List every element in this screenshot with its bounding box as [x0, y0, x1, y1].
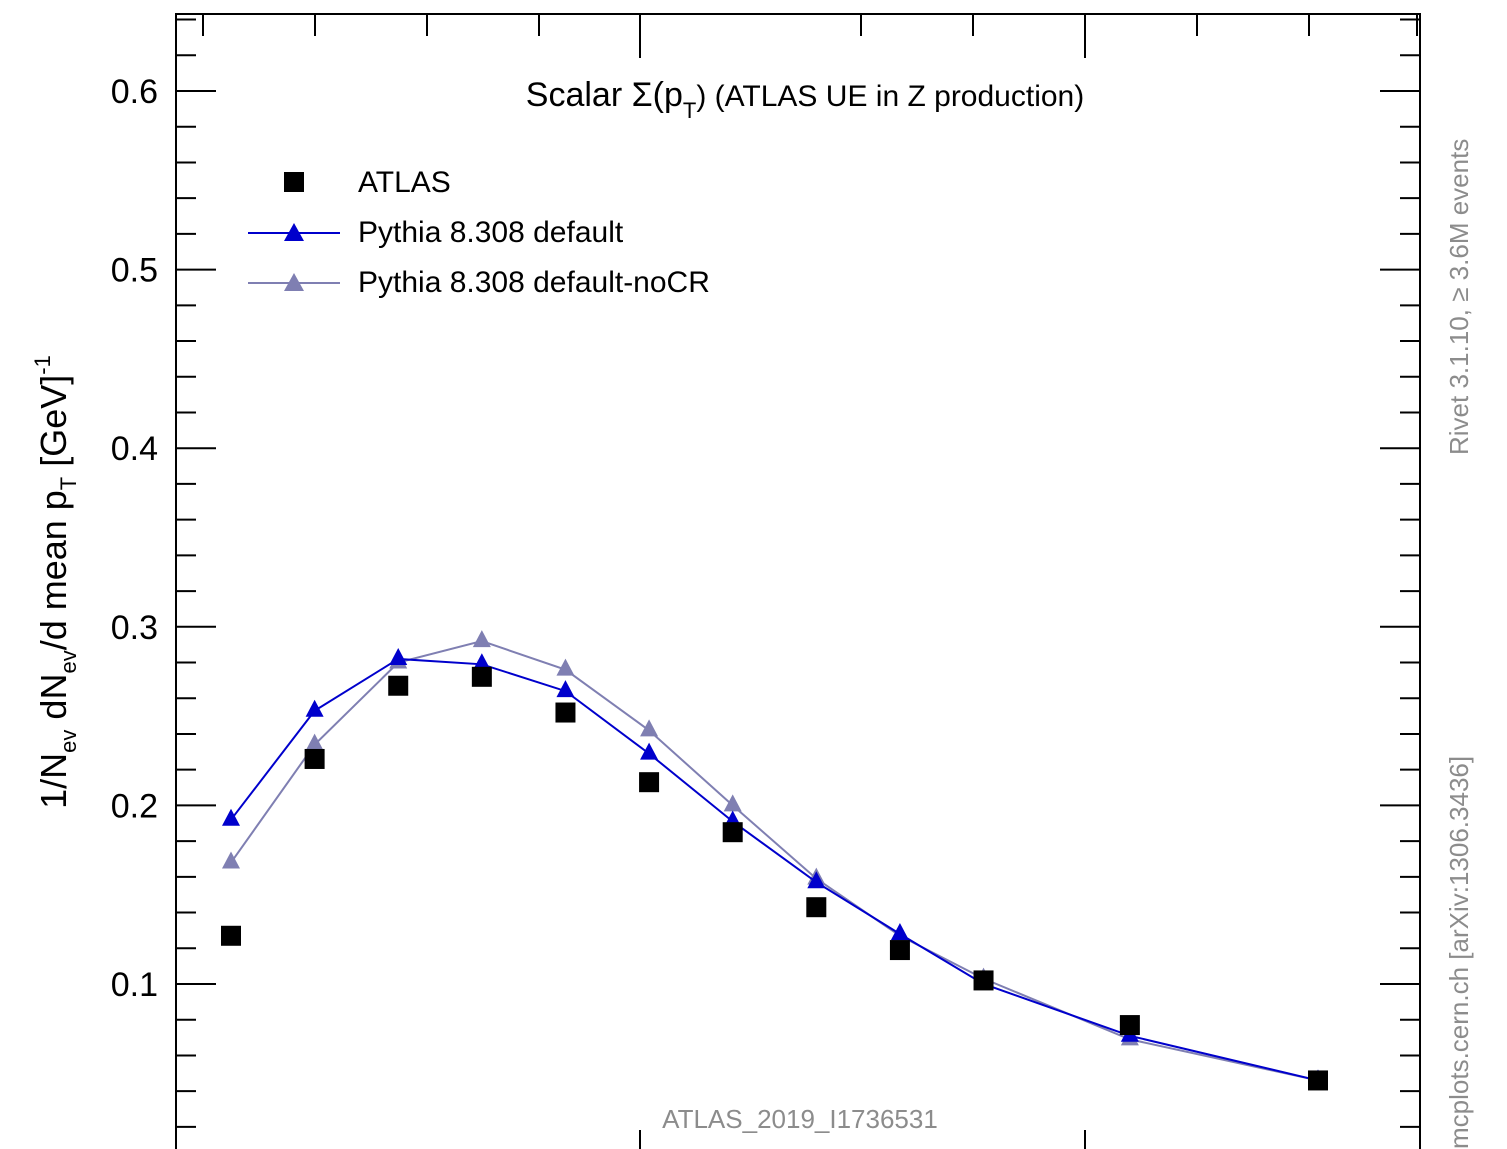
legend-label-default: Pythia 8.308 default	[358, 216, 624, 249]
data-point	[472, 653, 491, 671]
axis-ticks	[176, 14, 1420, 1149]
data-point	[556, 680, 575, 698]
legend-marker-atlas	[284, 172, 304, 192]
ylabel-p1: 1/N	[33, 753, 74, 809]
mcplots-label: mcplots.cern.ch [arXiv:1306.3436]	[1444, 756, 1474, 1149]
data-point	[388, 675, 409, 696]
data-point	[472, 630, 491, 648]
data-point	[304, 748, 325, 769]
data-point	[722, 822, 743, 843]
data-point	[1308, 1070, 1328, 1091]
legend-marker-default	[284, 223, 304, 241]
analysis-label: ATLAS_2019_I1736531	[662, 1104, 938, 1134]
data-point	[807, 871, 826, 889]
data-point	[555, 702, 576, 723]
legend-label-nocr: Pythia 8.308 default-noCR	[358, 266, 710, 299]
title-subscript: T	[683, 98, 696, 123]
data-point	[471, 666, 492, 687]
data-point	[889, 940, 910, 961]
legend-label-atlas: ATLAS	[358, 166, 451, 199]
data-point	[221, 925, 241, 946]
rivet-label: Rivet 3.1.10, ≥ 3.6M events	[1444, 139, 1474, 455]
chart-title: Scalar Σ(pT) (ATLAS UE in Z production)	[526, 76, 1084, 123]
data-point	[723, 794, 742, 812]
series-layer	[221, 630, 1328, 1091]
title-suffix: ) (ATLAS UE in Z production)	[696, 80, 1084, 113]
ylabel-sup: -1	[30, 355, 55, 375]
data-point	[973, 970, 994, 991]
ylabel-p3: /d mean p	[33, 490, 74, 650]
ylabel-s2: ev	[56, 650, 81, 673]
series-0	[221, 666, 1328, 1091]
y-tick-labels: 0.1 0.2 0.3 0.4 0.5 0.6	[111, 73, 158, 1004]
data-point	[305, 699, 324, 717]
series-1	[222, 647, 1327, 1087]
series-line	[230, 640, 1319, 1082]
data-point	[640, 742, 659, 760]
ylabel-s1: ev	[56, 730, 81, 753]
data-point	[222, 808, 240, 826]
legend-marker-nocr	[284, 273, 304, 291]
ylabel-p2: dN	[33, 674, 74, 730]
data-point	[222, 851, 240, 869]
data-point	[556, 658, 575, 676]
ylabel-p4: [GeV]	[33, 375, 74, 477]
y-tick-label: 0.6	[111, 73, 158, 111]
plot-frame	[175, 13, 1421, 1149]
data-point	[806, 897, 827, 918]
data-point	[305, 733, 324, 751]
data-point	[890, 922, 909, 940]
y-tick-label: 0.2	[111, 787, 158, 825]
legend: ATLAS Pythia 8.308 default Pythia 8.308 …	[248, 166, 710, 299]
data-point	[389, 647, 408, 665]
y-tick-label: 0.4	[111, 430, 158, 468]
y-tick-label: 0.1	[111, 966, 158, 1004]
y-tick-label: 0.5	[111, 252, 158, 290]
y-axis-label: 1/Nev dNev/d mean pT [GeV]-1	[30, 355, 81, 809]
y-tick-label: 0.3	[111, 609, 158, 647]
data-point	[1119, 1015, 1140, 1036]
series-line	[230, 657, 1319, 1082]
data-point	[639, 772, 660, 793]
data-point	[640, 719, 659, 737]
title-prefix: Scalar Σ(p	[526, 76, 683, 114]
ylabel-s3: T	[56, 477, 81, 490]
series-2	[222, 630, 1327, 1087]
